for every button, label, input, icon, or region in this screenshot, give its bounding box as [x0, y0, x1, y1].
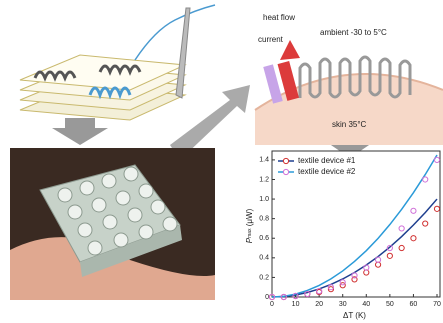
x-tick-label: 50	[386, 301, 394, 308]
y-axis-label-part: max	[247, 228, 253, 238]
chart: 0 0.2 0.4 0.6 0.8 1.0 1.2 1.4 0 10 20 30 40 50 60 70 ΔT …	[245, 151, 441, 320]
ambient-label: ambient -30 to 5°C	[320, 28, 387, 37]
y-tick-label: 1.2	[259, 176, 269, 183]
legend-label: textile device #1	[298, 156, 356, 165]
page: heat flow current ambient -30 to 5°C ski…	[0, 0, 443, 323]
x-tick-label: 40	[362, 301, 370, 308]
y-axis-label-part: (μW)	[245, 208, 254, 228]
y-axis-label: Pmax (μW)	[245, 208, 254, 243]
device-photo	[10, 148, 215, 300]
x-tick-label: 30	[339, 301, 347, 308]
figure: heat flow current ambient -30 to 5°C ski…	[0, 0, 443, 323]
x-tick-label: 60	[410, 301, 418, 308]
y-tick-label: 0.4	[259, 255, 269, 262]
current-label: current	[258, 35, 284, 44]
x-tick-label: 10	[292, 301, 300, 308]
x-tick-label: 0	[270, 301, 274, 308]
y-tick-label: 0.8	[259, 215, 269, 222]
x-axis-label: ΔT (K)	[343, 311, 366, 320]
y-tick-label: 1.4	[259, 157, 269, 164]
skin-label: skin 35°C	[332, 120, 367, 129]
arrow	[52, 118, 108, 145]
x-tick-label: 70	[433, 301, 441, 308]
x-tick-label: 20	[315, 301, 323, 308]
y-tick-label: 0.6	[259, 235, 269, 242]
legend-label: textile device #2	[298, 167, 356, 176]
legend-marker	[283, 169, 288, 174]
legend-marker	[283, 158, 288, 163]
textile-illustration	[20, 5, 215, 120]
y-tick-label: 1.0	[259, 196, 269, 203]
heat-flow-label: heat flow	[263, 13, 295, 22]
y-tick-label: 0.2	[259, 274, 269, 281]
y-tick-label: 0	[265, 294, 269, 301]
